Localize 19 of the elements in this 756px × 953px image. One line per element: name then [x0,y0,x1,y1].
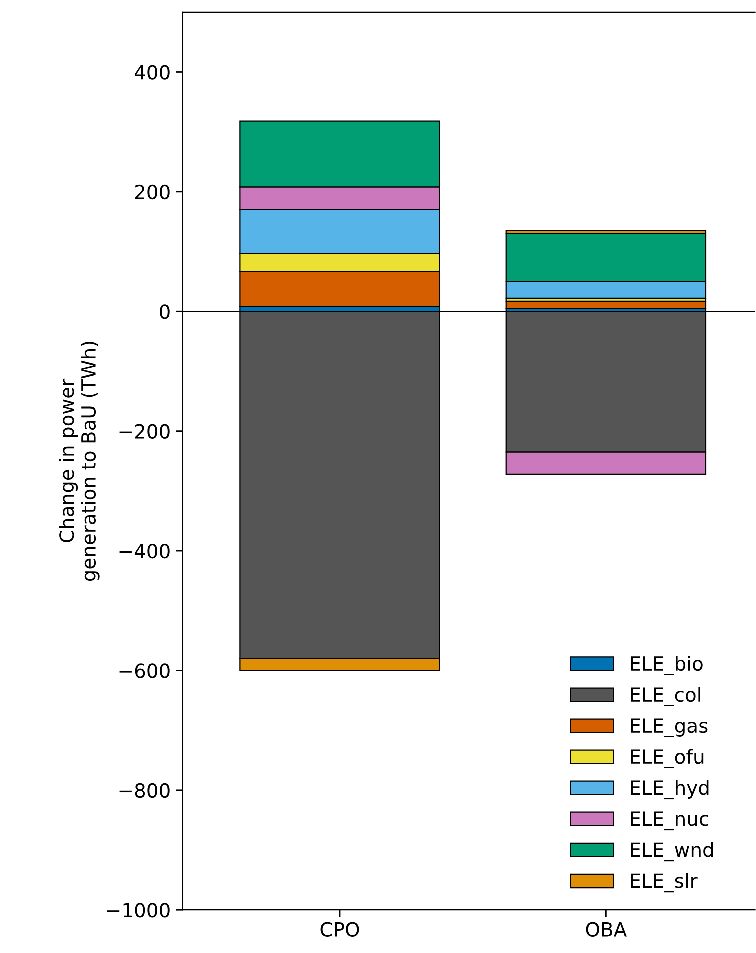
legend-label: ELE_gas [631,718,708,738]
legend-label: ELE_ofu [631,749,704,769]
legend-label: ELE_hyd [631,780,709,800]
y-tick-label: 200 [135,184,170,200]
y-tick-label: −800 [120,783,170,798]
x-tick-label: CPO [320,922,360,937]
y-axis-title: Change in power generation to BaU (TWh) [59,342,100,582]
legend-label: ELE_wnd [631,842,714,862]
y-tick-label: 400 [134,65,170,80]
legend-label: ELE_col [631,687,700,706]
y-tick-label: −1000 [107,903,170,918]
y-tick-label: −200 [120,424,170,439]
y-tick-label: 0 [160,304,170,320]
legend-label: ELE_bio [631,656,703,676]
legend-label: ELE_slr [631,873,698,893]
y-tick-label: −400 [120,544,170,559]
y-tick-label: −600 [120,664,170,678]
legend-label: ELE_nuc [631,812,708,831]
x-tick-label: OBA [586,922,627,937]
